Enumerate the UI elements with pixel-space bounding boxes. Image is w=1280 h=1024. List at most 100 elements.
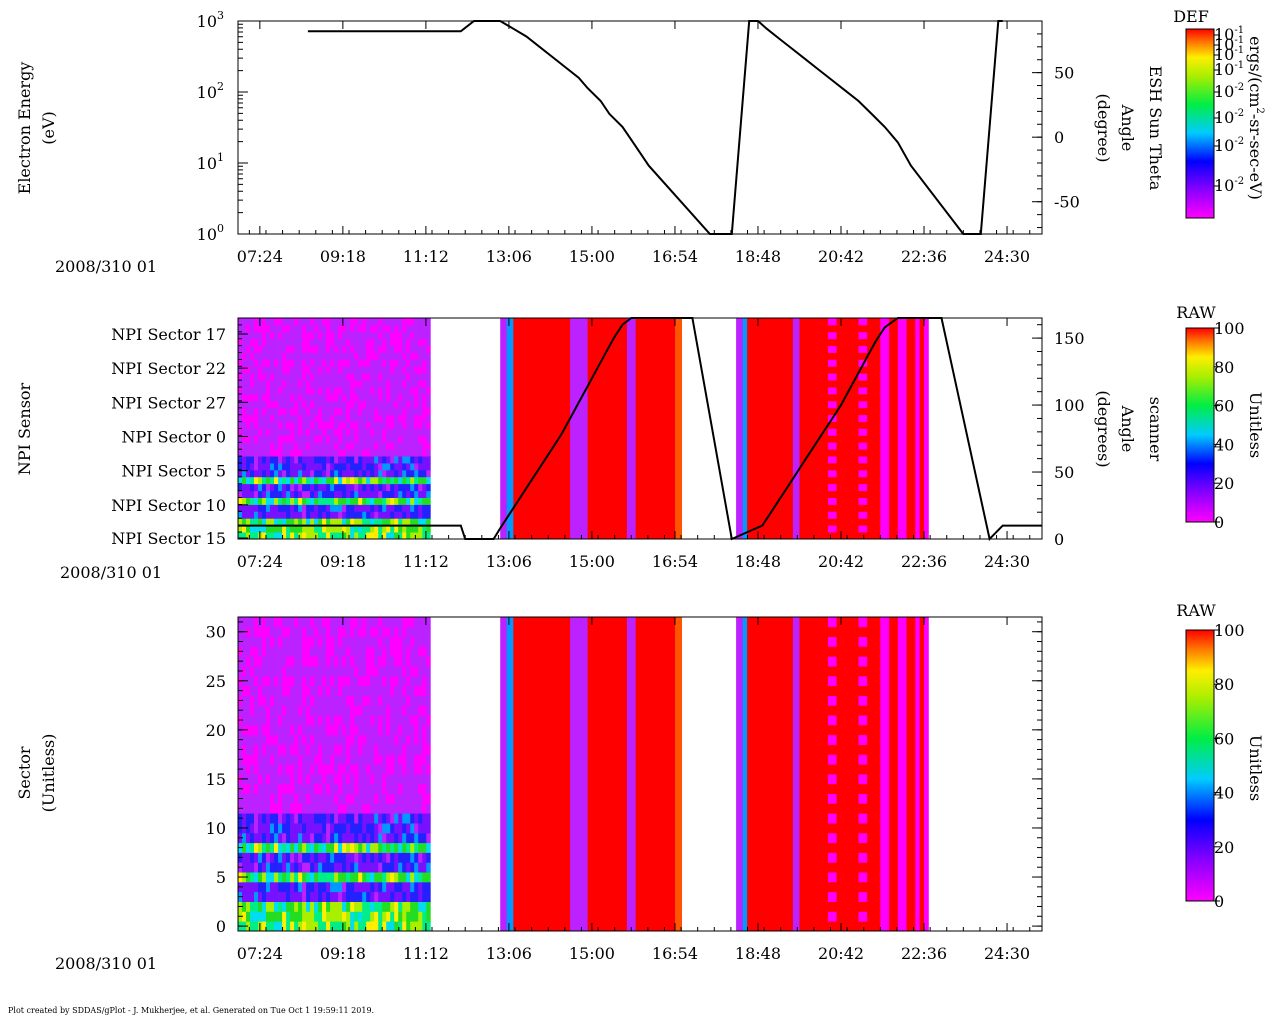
heat-cell (262, 803, 267, 814)
x-tick-label: 22:36 (901, 552, 947, 571)
heat-cell (406, 428, 411, 436)
heat-cell (390, 832, 395, 844)
heat-cell (334, 456, 339, 464)
heat-cell (858, 666, 868, 677)
y-tick-base: 10 (197, 154, 217, 173)
heat-cell (346, 324, 351, 333)
heat-cell (266, 469, 271, 478)
heat-cell (262, 318, 267, 326)
heat-cell (374, 705, 379, 716)
heat-cell (406, 414, 411, 422)
heat-cell (282, 744, 287, 755)
heat-cell (298, 345, 303, 353)
heat-cell (262, 483, 267, 492)
heat-cell (346, 338, 351, 346)
heat-cell (318, 490, 323, 498)
y-tick-label: 15 (206, 770, 226, 789)
heat-cell (314, 656, 319, 667)
heat-cell (362, 359, 367, 367)
heat-cell (378, 380, 383, 388)
x-tick-label: 15:00 (569, 247, 615, 266)
heat-cell (346, 626, 351, 637)
heat-cell (318, 414, 323, 422)
heat-cell (358, 852, 363, 863)
heat-cell (282, 421, 287, 429)
heat-cell (382, 823, 387, 834)
heat-cell (258, 394, 263, 402)
heat-cell (422, 734, 427, 745)
heat-cell (270, 352, 275, 360)
heat-cell (274, 626, 279, 637)
heat-cell (382, 715, 387, 726)
heat-cell (858, 891, 868, 902)
heat-cell (410, 518, 415, 526)
heat-cell (378, 442, 383, 450)
heat-cell (254, 734, 259, 745)
heat-cell (314, 373, 319, 381)
heat-cell (362, 394, 367, 402)
raw-colorbar-1-title: RAW (1176, 303, 1216, 322)
heat-cell (310, 813, 315, 824)
heat-cell (370, 318, 375, 326)
heat-cell (314, 774, 319, 785)
heat-cell (354, 901, 359, 912)
heat-cell (270, 891, 275, 902)
heat-cell (250, 764, 255, 775)
heat-cell (358, 832, 363, 844)
heat-cell (254, 380, 259, 388)
heat-cell (250, 324, 255, 333)
heat-cell (274, 366, 279, 374)
heat-cell (386, 666, 391, 677)
heat-cell (262, 476, 267, 485)
heat-cell (254, 518, 259, 526)
heat-cell (858, 497, 868, 505)
heat-cell (298, 715, 303, 726)
heat-cell (382, 490, 387, 498)
heat-cell (306, 734, 311, 745)
heat-cell (318, 764, 323, 775)
heat-cell (374, 449, 379, 457)
heat-cell (270, 862, 275, 873)
heat-cell (322, 724, 327, 736)
heat-cell (310, 318, 315, 326)
heat-cell (390, 483, 395, 492)
heat-cell (294, 373, 299, 381)
heat-cell (426, 525, 431, 533)
heat-cell (858, 724, 868, 736)
heat-cell (406, 456, 411, 464)
heat-cell (270, 469, 275, 478)
heat-cell (358, 724, 363, 736)
heat-cell (414, 921, 419, 932)
heat-cell (354, 774, 359, 785)
heat-cell (858, 352, 868, 360)
heat-cell (262, 373, 267, 381)
heat-cell (330, 428, 335, 436)
heat-cell (294, 675, 299, 687)
heat-cell (410, 636, 415, 647)
heat-cell (418, 490, 423, 498)
heat-cell (330, 842, 335, 853)
heat-cell (418, 891, 423, 902)
heat-cell (362, 715, 367, 726)
heat-cell (338, 421, 343, 429)
heat-cell (250, 793, 255, 804)
heat-cell (318, 318, 323, 326)
heat-cell (382, 394, 387, 402)
heat-cell (314, 675, 319, 687)
heat-cell (306, 442, 311, 450)
heat-cell (294, 476, 299, 485)
heat-cell (298, 442, 303, 450)
heat-cell (322, 456, 327, 464)
heat-cell (346, 456, 351, 464)
heat-cell (354, 617, 359, 628)
heat-cell (410, 695, 415, 706)
heat-cell (298, 646, 303, 657)
heat-cell (382, 366, 387, 374)
heat-cell (278, 345, 283, 353)
heat-cell (346, 695, 351, 706)
heat-cell (386, 525, 391, 533)
heat-cell (362, 872, 367, 883)
heat-cell (342, 646, 347, 657)
heat-cell (322, 891, 327, 902)
